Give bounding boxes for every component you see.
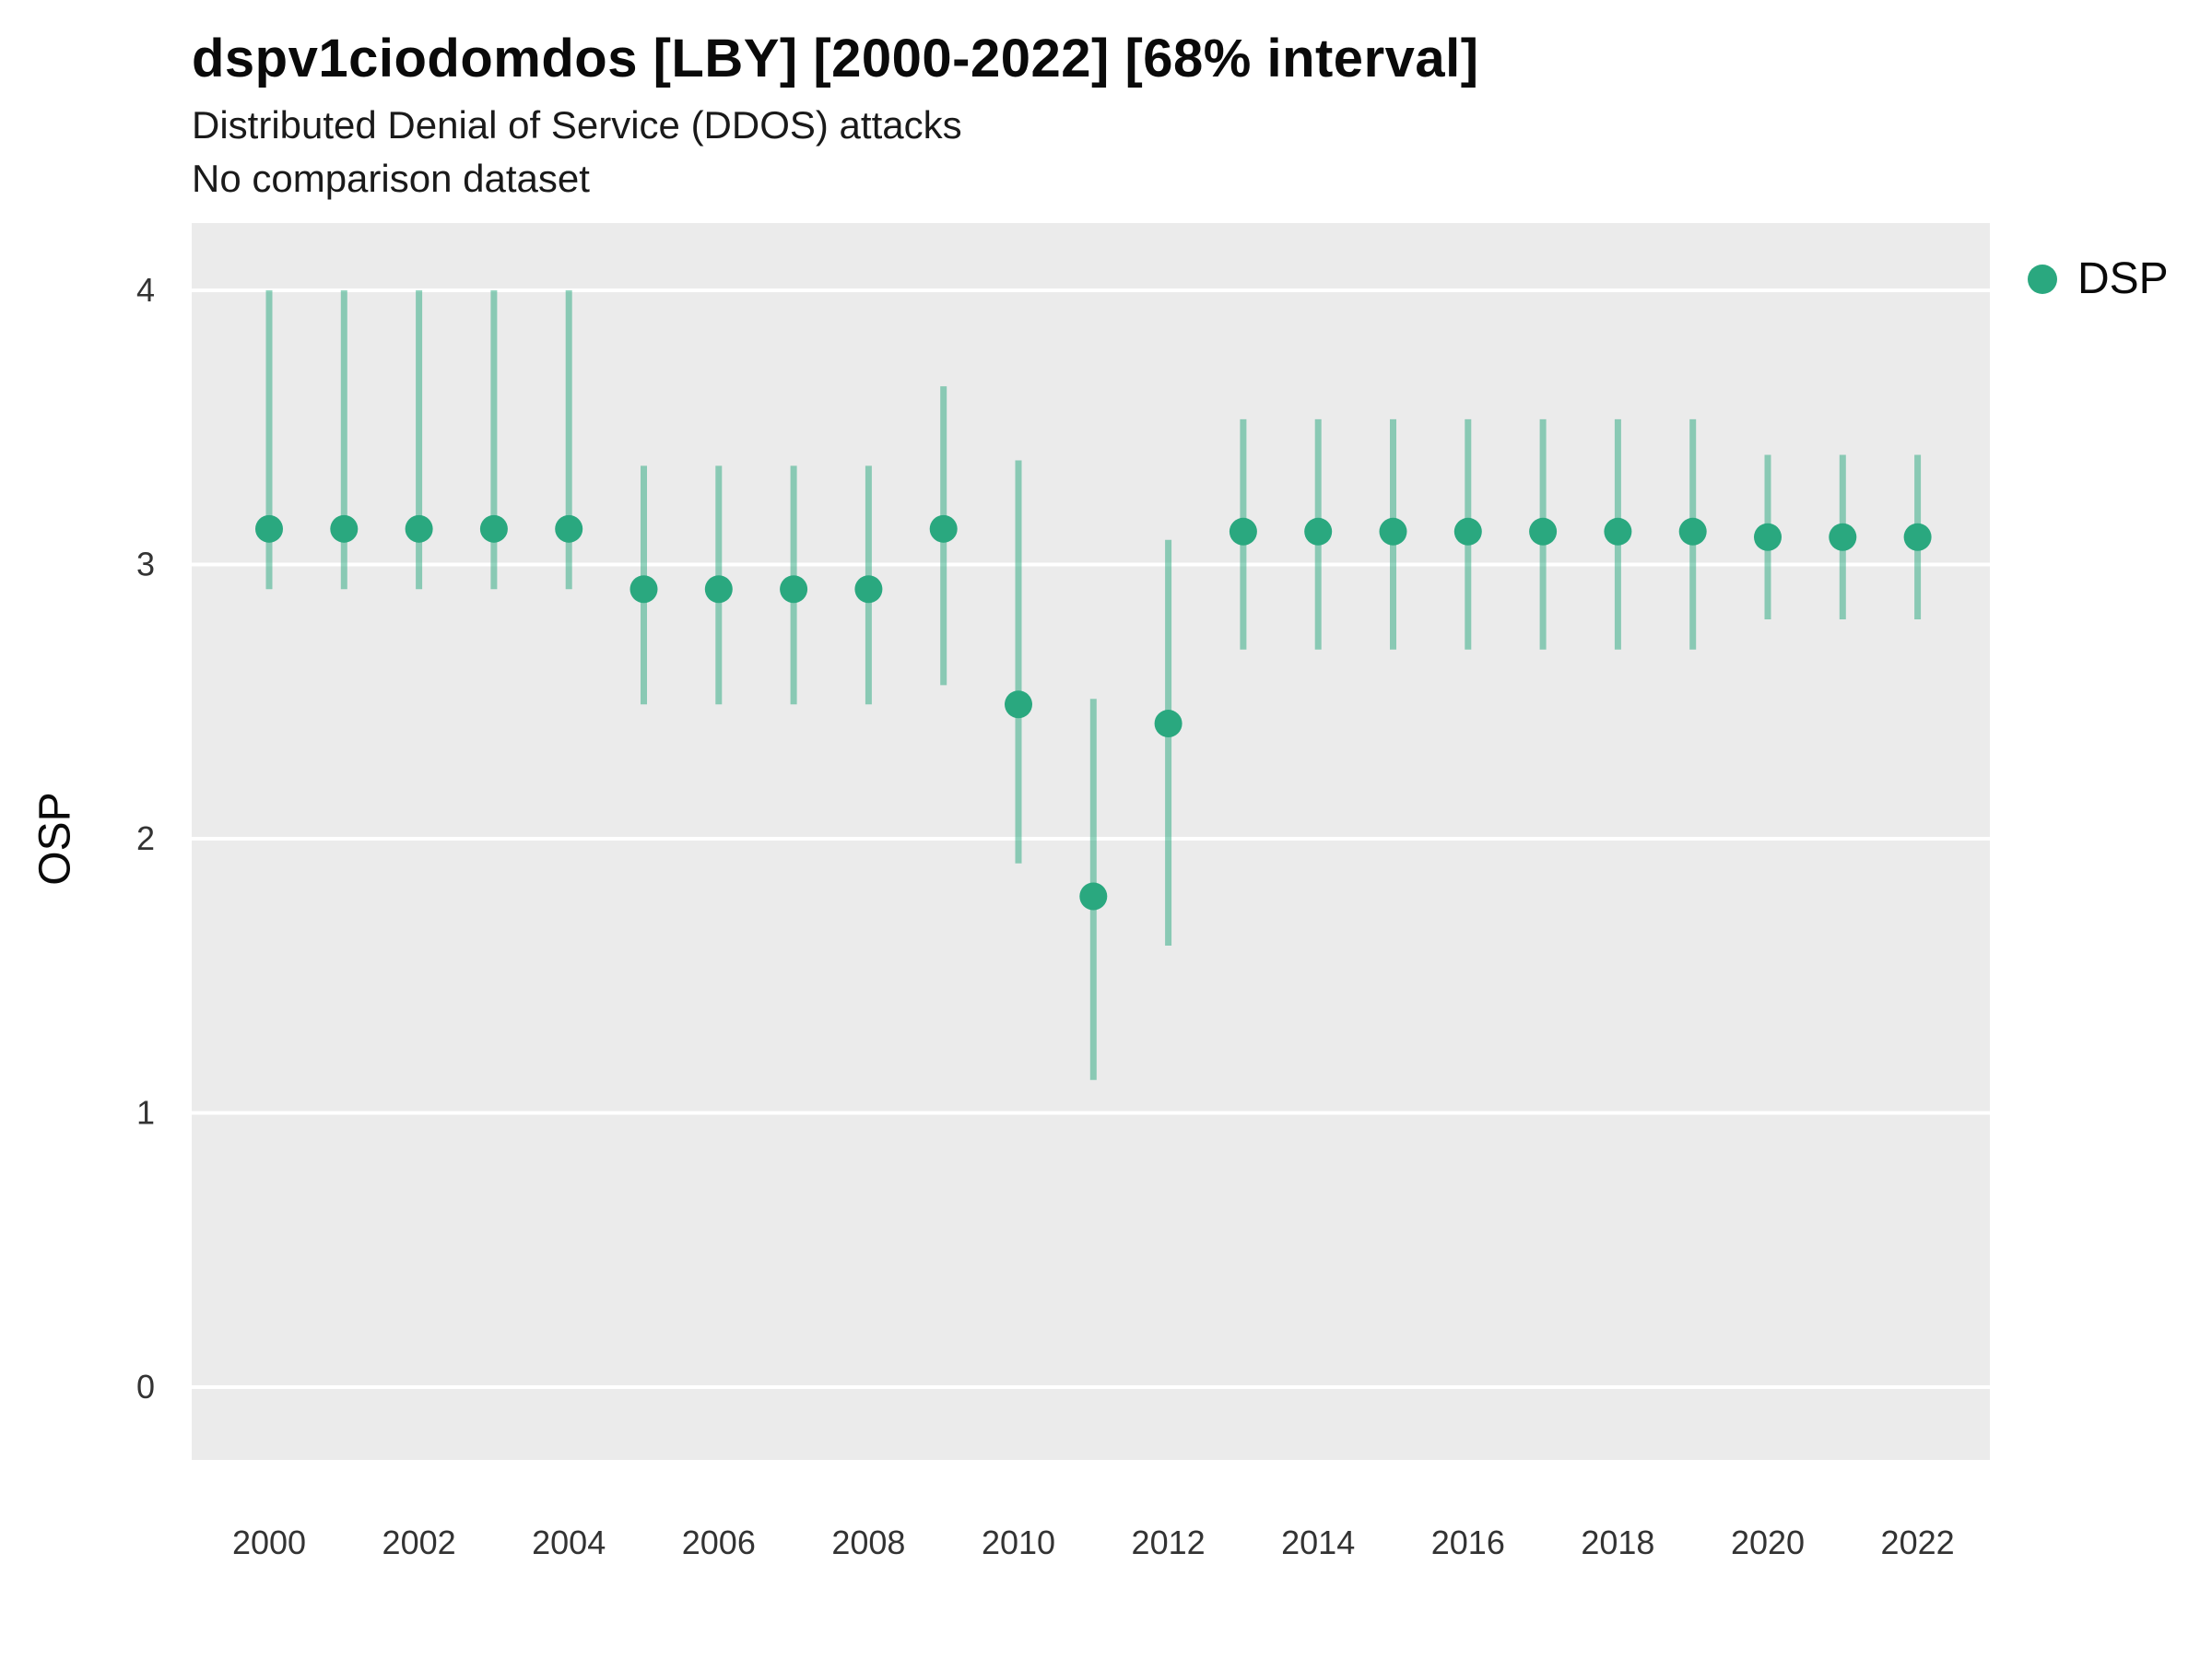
data-point: [555, 514, 583, 543]
y-tick-label: 4: [136, 271, 155, 309]
data-point: [1903, 523, 1932, 551]
x-tick-label: 2000: [232, 1524, 306, 1561]
data-point: [1678, 517, 1707, 546]
data-point: [1379, 517, 1407, 546]
chart-title: dspv1ciodomdos [LBY] [2000-2022] [68% in…: [192, 29, 1479, 88]
y-tick-label: 2: [136, 819, 155, 857]
data-point: [255, 514, 283, 543]
x-tick-label: 2008: [831, 1524, 905, 1561]
data-point: [405, 514, 433, 543]
y-tick-label: 1: [136, 1094, 155, 1132]
x-tick-label: 2014: [1281, 1524, 1355, 1561]
data-point: [929, 514, 958, 543]
data-point: [330, 514, 359, 543]
legend: DSP: [2028, 253, 2169, 304]
data-point: [1829, 523, 1857, 551]
x-tick-label: 2020: [1731, 1524, 1805, 1561]
data-point: [1079, 882, 1108, 911]
x-tick-label: 2012: [1132, 1524, 1206, 1561]
data-point: [479, 514, 508, 543]
chart-subtitle: Distributed Denial of Service (DDOS) att…: [192, 103, 962, 147]
data-point: [1754, 523, 1782, 551]
data-point: [1154, 710, 1182, 738]
data-point: [629, 575, 658, 604]
x-tick-label: 2010: [982, 1524, 1055, 1561]
y-tick-label: 3: [136, 546, 155, 583]
legend-dsp-label: DSP: [2077, 254, 2169, 303]
x-tick-label: 2002: [382, 1524, 456, 1561]
data-point: [1604, 517, 1632, 546]
data-point: [780, 575, 808, 604]
data-point: [704, 575, 733, 604]
data-point: [1529, 517, 1558, 546]
data-point: [1453, 517, 1482, 546]
y-tick-label: 0: [136, 1368, 155, 1406]
legend-dsp-marker-icon: [2028, 264, 2057, 294]
x-tick-label: 2004: [532, 1524, 606, 1561]
x-tick-label: 2022: [1881, 1524, 1955, 1561]
x-tick-label: 2018: [1581, 1524, 1654, 1561]
data-point: [1229, 517, 1257, 546]
data-point: [1005, 690, 1032, 719]
data-point: [854, 575, 883, 604]
data-point: [1304, 517, 1333, 546]
chart-note: No comparison dataset: [192, 157, 590, 200]
x-tick-label: 2016: [1431, 1524, 1505, 1561]
x-tick-label: 2006: [682, 1524, 756, 1561]
